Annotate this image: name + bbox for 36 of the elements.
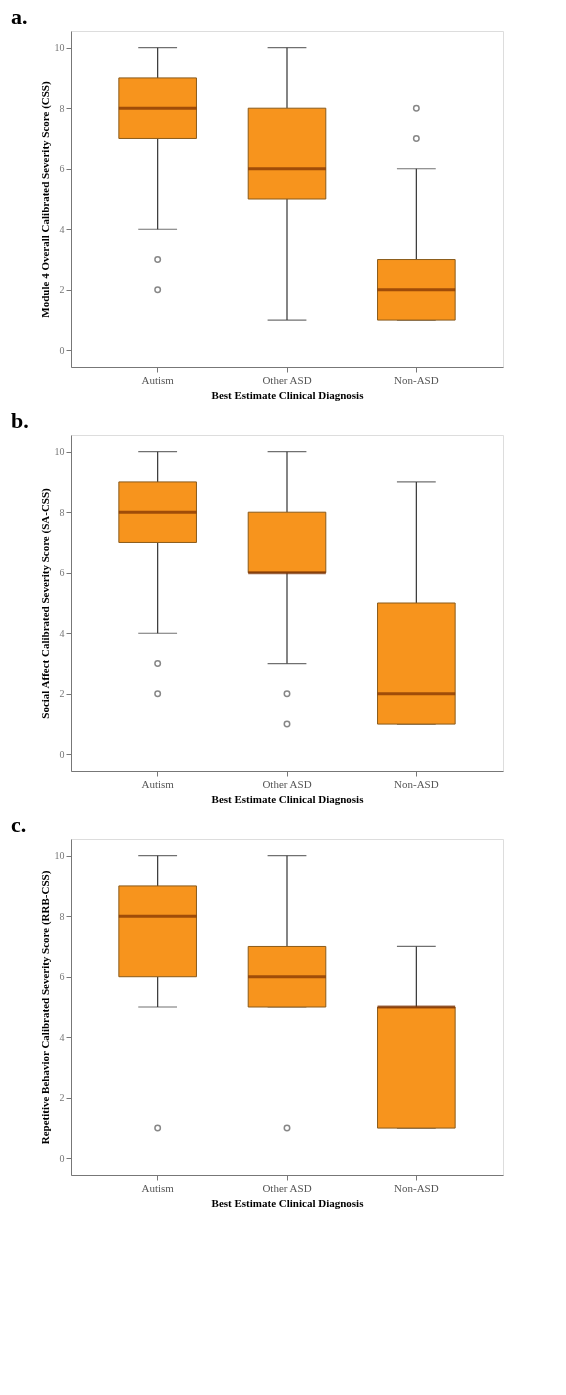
y-tick-label: 8 <box>59 102 65 114</box>
y-tick-label: 0 <box>59 748 65 760</box>
y-tick-label: 4 <box>59 1031 65 1043</box>
x-tick-label: Autism <box>141 373 175 386</box>
y-tick-label: 10 <box>54 42 65 54</box>
y-axis-title: Module 4 Overall Calibrated Severity Score (CSS) <box>38 81 52 318</box>
y-tick-label: 6 <box>59 971 65 983</box>
x-tick-label: Autism <box>141 777 175 790</box>
x-tick-label: Autism <box>141 1181 175 1194</box>
x-tick-label: Other ASD <box>262 1181 312 1194</box>
x-tick-label: Other ASD <box>262 777 312 790</box>
chart-title: a. <box>11 4 28 29</box>
x-tick-label: Non-ASD <box>394 373 439 386</box>
y-tick-label: 6 <box>59 163 65 175</box>
y-tick-label: 2 <box>59 284 65 296</box>
x-tick-label: Non-ASD <box>394 1181 439 1194</box>
y-tick-label: 0 <box>59 344 65 356</box>
chart-title: b. <box>11 408 29 433</box>
x-axis-title: Best Estimate Clinical Diagnosis <box>211 792 365 805</box>
x-tick-label: Other ASD <box>262 373 312 386</box>
x-axis-title: Best Estimate Clinical Diagnosis <box>211 1196 365 1209</box>
y-tick-label: 2 <box>59 688 65 700</box>
y-axis-title: Social Affect Calibrated Severity Score (SA-CSS) <box>38 487 52 719</box>
x-axis-title: Best Estimate Clinical Diagnosis <box>211 388 365 401</box>
y-tick-label: 4 <box>59 627 65 639</box>
y-tick-label: 0 <box>59 1152 65 1164</box>
y-tick-label: 8 <box>59 910 65 922</box>
y-tick-label: 6 <box>59 567 65 579</box>
y-tick-label: 10 <box>54 446 65 458</box>
chart-title: c. <box>11 812 27 837</box>
y-axis-title: Repetitive Behavior Calibrated Severity Score (RRB-CSS) <box>38 870 52 1145</box>
y-tick-label: 8 <box>59 506 65 518</box>
x-tick-label: Non-ASD <box>394 777 439 790</box>
y-tick-label: 10 <box>54 850 65 862</box>
y-tick-label: 2 <box>59 1092 65 1104</box>
y-tick-label: 4 <box>59 223 65 235</box>
